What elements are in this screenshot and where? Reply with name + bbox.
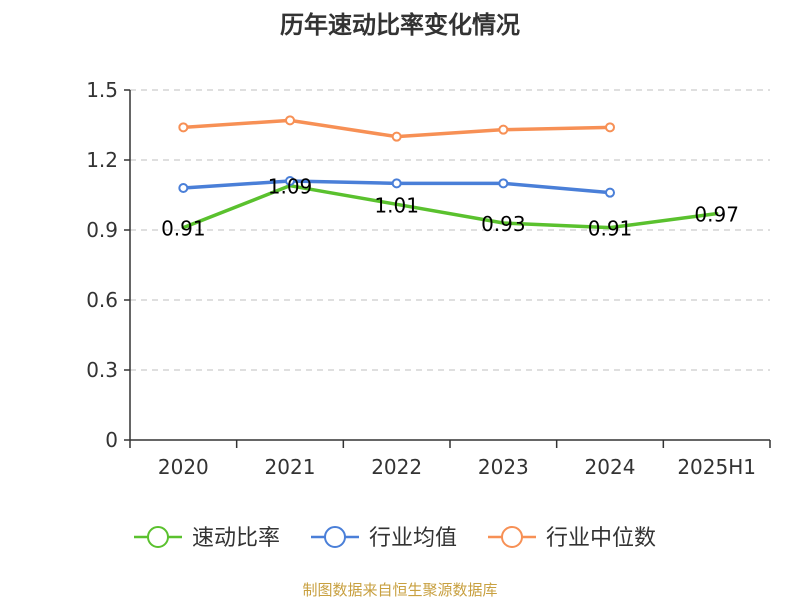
- y-tick-label: 0.9: [86, 218, 118, 242]
- y-tick-label: 0.3: [86, 358, 118, 382]
- y-tick-label: 0.6: [86, 288, 118, 312]
- speed-ratio-data-label: 1.09: [268, 175, 313, 199]
- x-tick-label: 2021: [265, 455, 316, 479]
- speed-ratio-data-label: 0.97: [694, 203, 739, 227]
- legend-item-industry-median: 行业中位数: [488, 526, 656, 551]
- industry-avg-point: [391, 178, 402, 189]
- speed-ratio-line: [181, 183, 719, 230]
- industry-median-point: [391, 131, 402, 142]
- legend: 速动比率 行业均值 行业中位数: [134, 526, 656, 551]
- legend-label: 行业中位数: [546, 526, 656, 551]
- series-layer: [178, 115, 719, 230]
- chart-title: 历年速动比率变化情况: [280, 11, 520, 39]
- x-tick-label: 2023: [478, 455, 529, 479]
- y-tick-label: 1.2: [86, 148, 118, 172]
- industry-median-point: [178, 122, 189, 133]
- y-tick-label: 1.5: [86, 78, 118, 102]
- legend-label: 速动比率: [192, 526, 280, 551]
- speed-ratio-data-label: 0.93: [481, 212, 526, 236]
- x-tick-label: 2022: [371, 455, 422, 479]
- x-tick-label: 2025H1: [677, 455, 756, 479]
- grid-layer: [130, 89, 770, 371]
- axis-layer: 0 0.3 0.6 0.9 1.2 1.5 2020 2021 2022 2023 2024 2025…: [86, 78, 771, 479]
- legend-marker-icon: [324, 526, 346, 548]
- source-note: 制图数据来自恒生聚源数据库: [302, 581, 497, 599]
- industry-avg-point: [498, 178, 509, 189]
- industry-median-point: [605, 122, 615, 133]
- industry-avg-point: [178, 183, 189, 193]
- speed-ratio-data-label: 1.01: [374, 193, 419, 217]
- industry-avg-point: [605, 187, 615, 198]
- legend-item-speed-ratio: 速动比率: [134, 526, 280, 551]
- industry-median-point: [498, 124, 509, 135]
- industry-avg-point: [285, 176, 295, 186]
- x-tick-label: 2020: [158, 455, 209, 479]
- data-label-layer: 0.91 1.09 1.01 0.93 0.91 0.97: [161, 175, 739, 241]
- x-tick-label: 2024: [585, 455, 636, 479]
- speed-ratio-data-label: 0.91: [588, 217, 633, 241]
- legend-marker-icon: [501, 526, 523, 548]
- legend-marker-icon: [147, 526, 169, 548]
- legend-item-industry-avg: 行业均值: [311, 526, 457, 551]
- y-tick-label: 0: [105, 428, 118, 452]
- speed-ratio-data-label: 0.91: [161, 217, 206, 241]
- legend-label: 行业均值: [369, 526, 457, 551]
- industry-median-point: [285, 115, 295, 126]
